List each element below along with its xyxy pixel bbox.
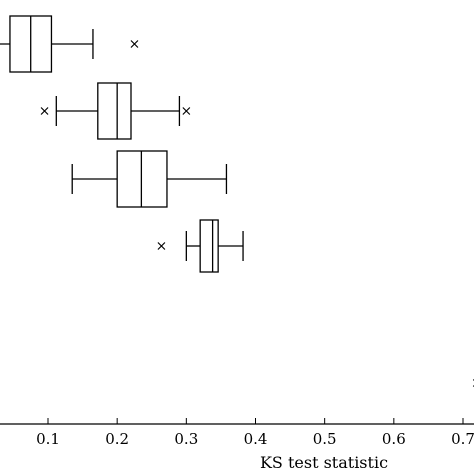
box-1 [0, 15, 139, 73]
boxes-layer [0, 15, 474, 387]
outlier-marker [182, 107, 191, 115]
outlier-marker [130, 40, 139, 48]
outlier-stroke [182, 107, 191, 115]
x-tick-label: 0.4 [244, 430, 268, 448]
x-tick-label: 0.2 [105, 430, 129, 448]
outlier-stroke [40, 107, 49, 115]
x-tick-label: 0.1 [36, 430, 60, 448]
x-axis-ticks: 0.1 0.2 0.3 0.4 0.5 0.6 0.7 [36, 418, 474, 448]
x-tick-label: 0.3 [174, 430, 198, 448]
x-tick-label: 0.6 [382, 430, 406, 448]
box-iqr [97, 82, 132, 140]
x-tick-label: 0.5 [313, 430, 337, 448]
outlier-marker [40, 107, 49, 115]
x-tick-label: 0.7 [451, 430, 474, 448]
box-iqr [199, 219, 219, 273]
outlier-marker [157, 242, 166, 250]
x-axis-title: KS test statistic [260, 453, 388, 472]
outlier-stroke [130, 40, 139, 48]
box-2 [40, 82, 191, 140]
box-4 [157, 219, 244, 273]
box-3 [71, 150, 228, 208]
outlier-stroke [157, 242, 166, 250]
box-iqr [116, 150, 168, 208]
